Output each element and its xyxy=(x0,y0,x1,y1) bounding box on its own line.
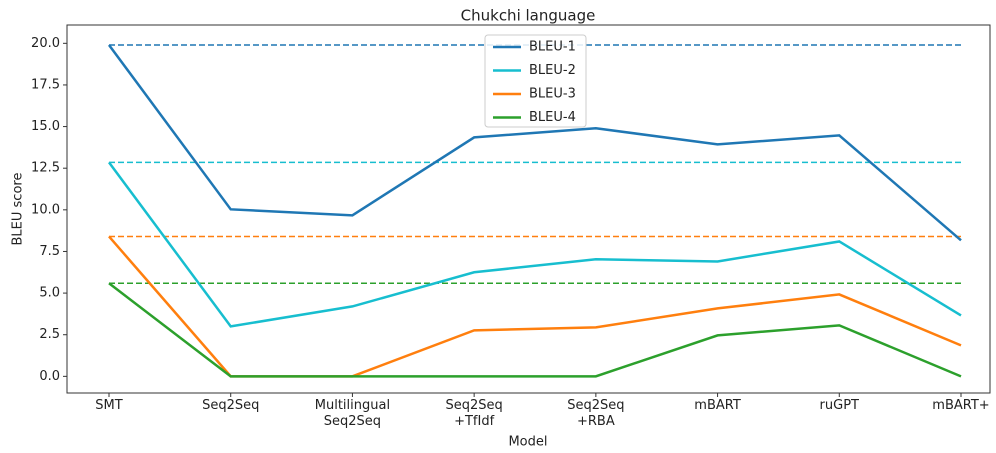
x-tick-label: Multilingual Seq2Seq xyxy=(314,398,391,429)
y-tick-label: 15.0 xyxy=(31,119,60,134)
chart-title: Chukchi language xyxy=(461,7,596,25)
legend-box xyxy=(484,34,587,128)
x-axis-label: Model xyxy=(508,435,547,450)
x-tick-label: Seq2Seq xyxy=(202,398,260,413)
x-tick-label: SMT xyxy=(95,398,123,413)
series-line xyxy=(107,161,962,328)
x-tick-label: Seq2Seq +TfIdf xyxy=(445,398,503,429)
x-tick-label: mBART+ xyxy=(932,398,990,413)
x-tick-label: mBART xyxy=(694,398,741,413)
y-tick-label: 5.0 xyxy=(39,286,60,301)
plot-frame xyxy=(66,24,991,394)
y-tick-label: 12.5 xyxy=(31,161,60,176)
series-line xyxy=(108,235,962,378)
y-axis-label: BLEU score xyxy=(11,173,26,246)
legend-label: BLEU-4 xyxy=(529,110,576,125)
y-tick-label: 20.0 xyxy=(31,36,60,51)
series-line xyxy=(108,282,962,378)
legend-label: BLEU-3 xyxy=(529,87,576,102)
x-tick-label: ruGPT xyxy=(819,398,859,413)
y-tick-label: 17.5 xyxy=(31,77,60,92)
y-tick-label: 7.5 xyxy=(39,244,60,259)
y-tick-label: 2.5 xyxy=(39,327,60,342)
series-line xyxy=(107,44,962,242)
y-tick-label: 0.0 xyxy=(39,369,60,384)
legend-label: BLEU-2 xyxy=(529,63,576,78)
y-tick-label: 10.0 xyxy=(31,202,60,217)
legend-label: BLEU-1 xyxy=(529,40,576,55)
x-tick-label: Seq2Seq +RBA xyxy=(567,398,625,429)
